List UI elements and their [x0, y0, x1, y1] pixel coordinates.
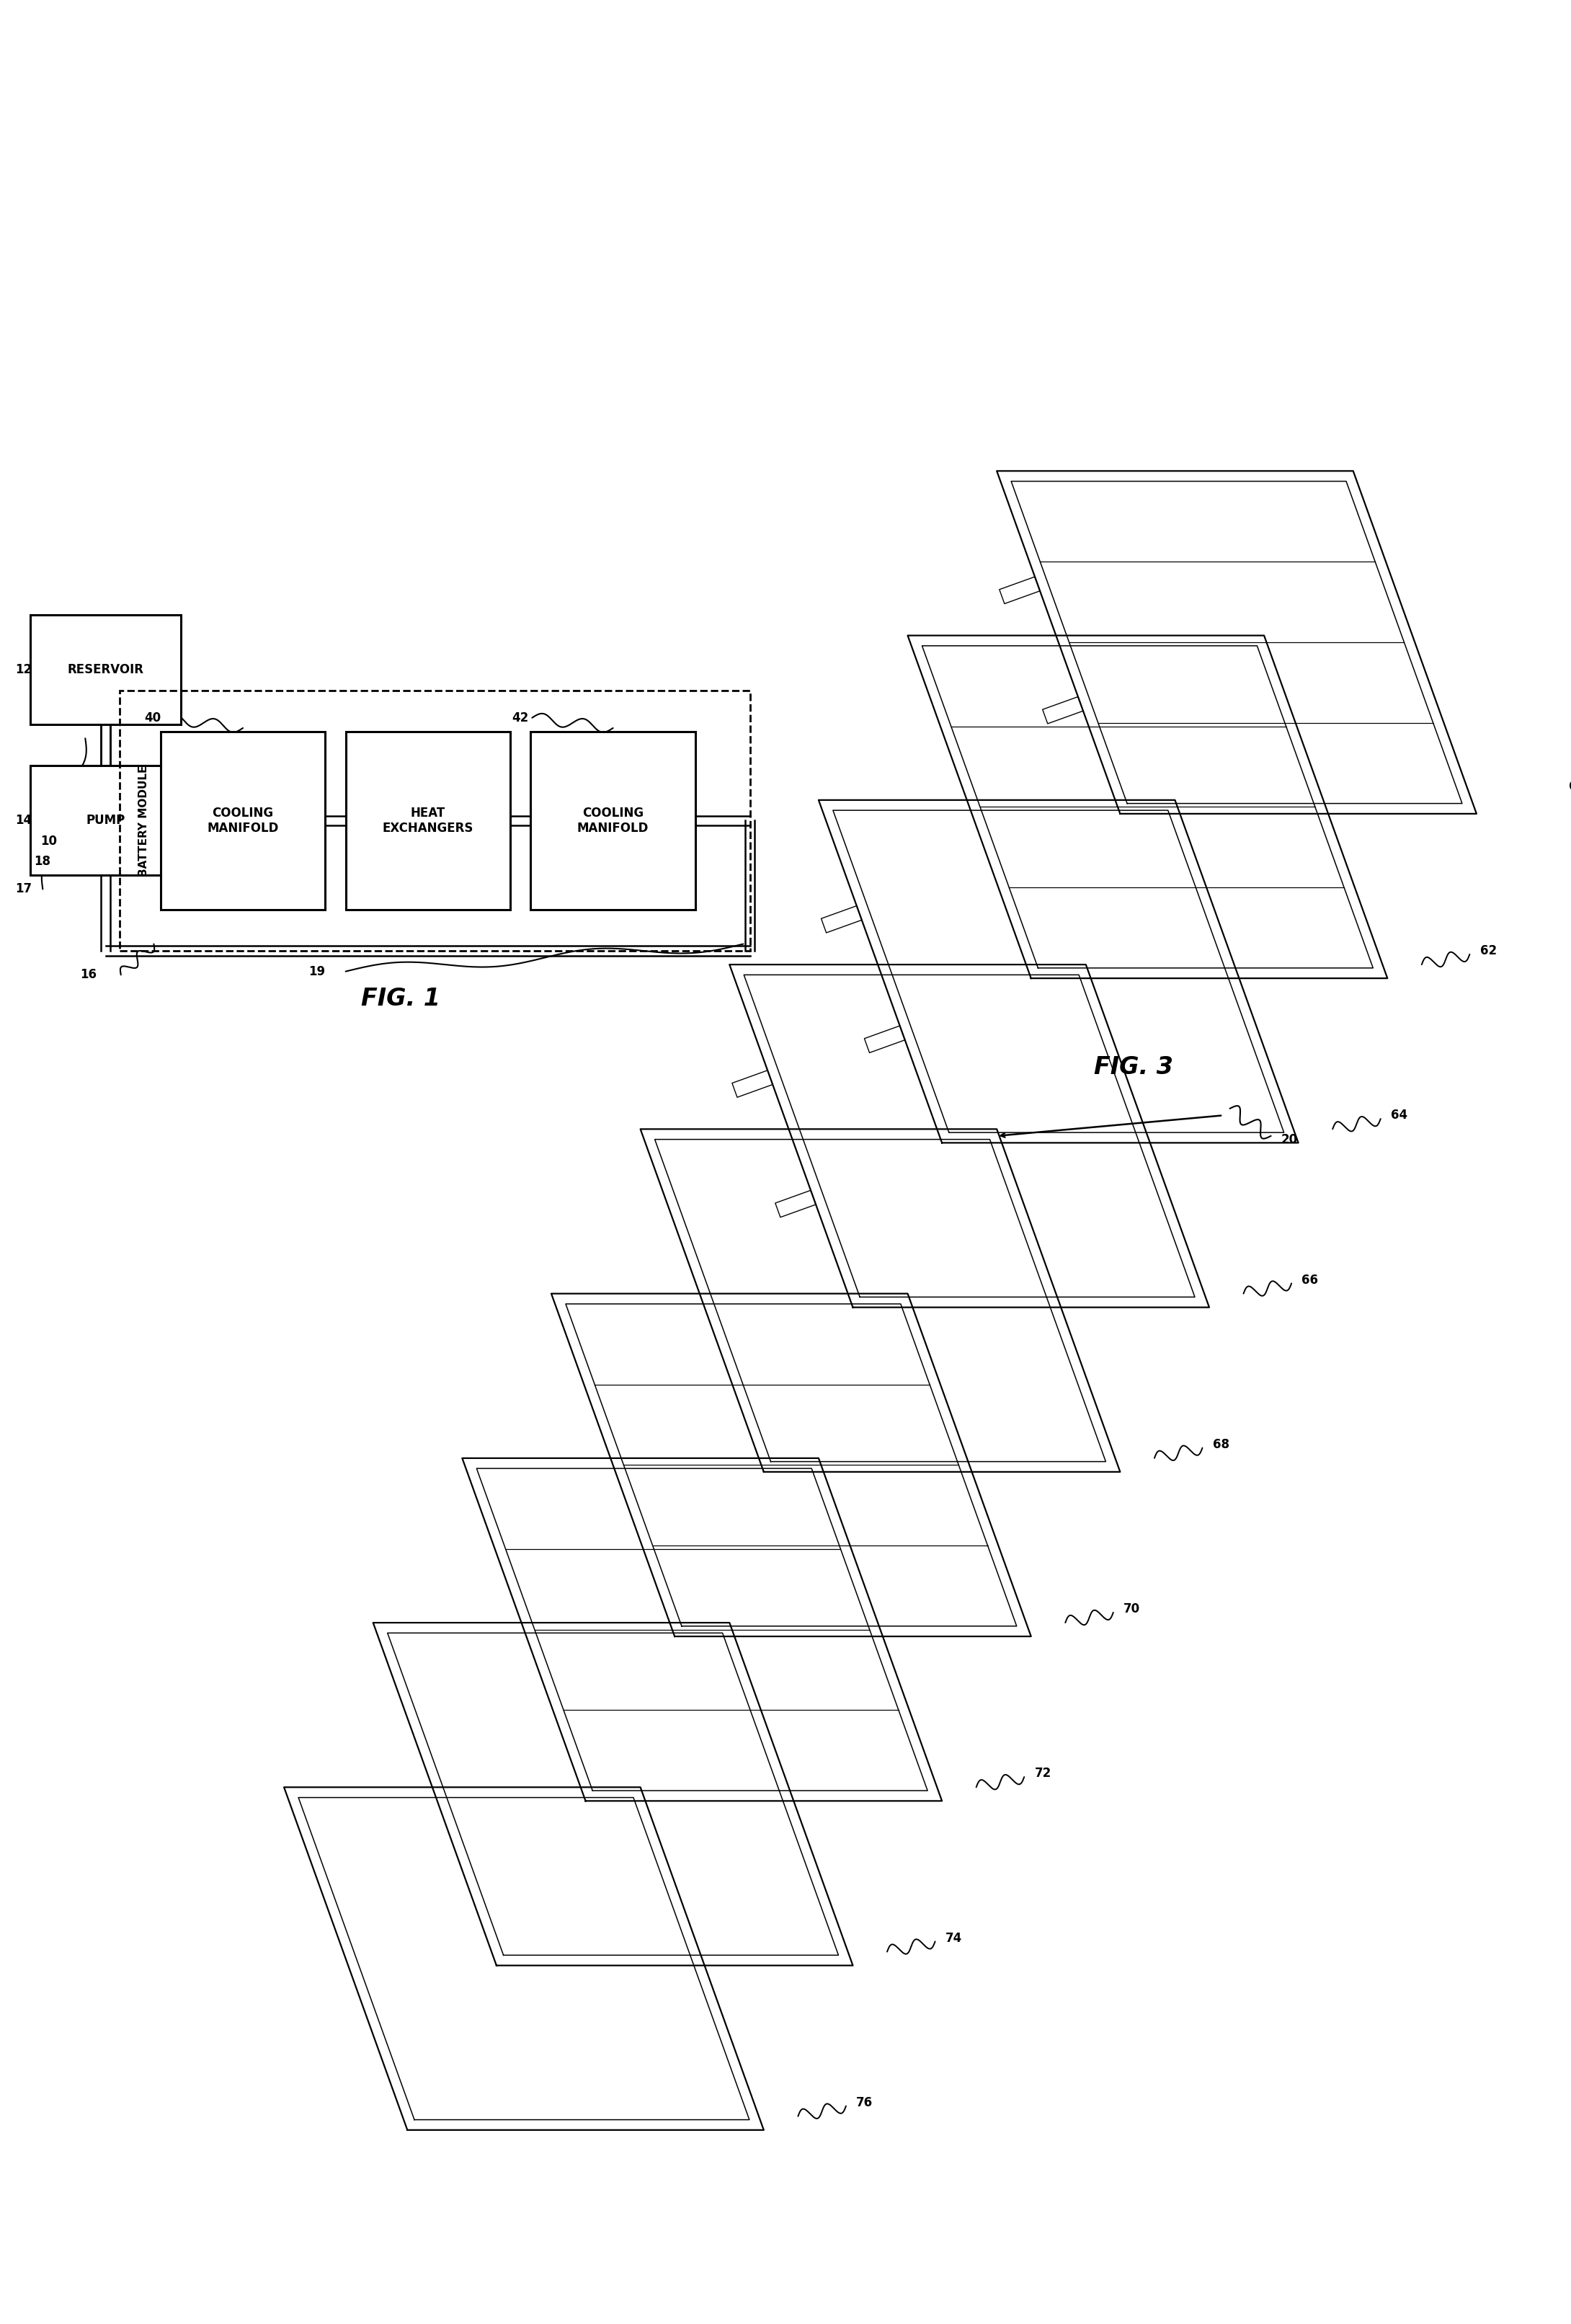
- Text: 42: 42: [512, 711, 529, 725]
- Bar: [346, 732, 511, 909]
- Text: 70: 70: [1123, 1604, 1141, 1615]
- Text: 60: 60: [1569, 781, 1571, 792]
- Polygon shape: [551, 1294, 1031, 1636]
- Text: 68: 68: [1213, 1439, 1229, 1450]
- Text: 74: 74: [946, 1931, 961, 1945]
- Polygon shape: [462, 1457, 943, 1801]
- Text: 66: 66: [1302, 1274, 1318, 1287]
- Text: COOLING
MANIFOLD: COOLING MANIFOLD: [207, 806, 278, 834]
- Text: 76: 76: [856, 2096, 873, 2110]
- Text: RESERVOIR: RESERVOIR: [68, 662, 145, 676]
- Bar: [30, 765, 181, 876]
- Text: 12: 12: [16, 662, 31, 676]
- Text: PUMP: PUMP: [86, 813, 126, 827]
- Bar: [30, 616, 181, 725]
- Text: FIG. 3: FIG. 3: [1095, 1055, 1174, 1078]
- Polygon shape: [729, 964, 1210, 1308]
- Text: 20: 20: [1282, 1132, 1298, 1146]
- Text: 10: 10: [41, 834, 57, 848]
- Text: BATTERY MODULE: BATTERY MODULE: [138, 765, 149, 876]
- Polygon shape: [818, 799, 1298, 1143]
- Polygon shape: [284, 1787, 764, 2131]
- Text: 62: 62: [1480, 944, 1497, 957]
- Text: 72: 72: [1034, 1766, 1051, 1780]
- Text: COOLING
MANIFOLD: COOLING MANIFOLD: [577, 806, 649, 834]
- Text: 16: 16: [80, 969, 97, 981]
- Bar: [119, 690, 749, 951]
- Text: 19: 19: [308, 964, 325, 978]
- Polygon shape: [996, 472, 1477, 813]
- Text: HEAT
EXCHANGERS: HEAT EXCHANGERS: [382, 806, 473, 834]
- Polygon shape: [372, 1622, 853, 1966]
- Polygon shape: [908, 634, 1387, 978]
- Text: 14: 14: [16, 813, 31, 827]
- Text: 64: 64: [1390, 1109, 1408, 1122]
- Text: 40: 40: [145, 711, 160, 725]
- Polygon shape: [641, 1129, 1120, 1471]
- Bar: [531, 732, 696, 909]
- Text: 18: 18: [35, 855, 50, 869]
- Text: FIG. 1: FIG. 1: [361, 988, 440, 1011]
- Text: 17: 17: [16, 883, 31, 895]
- Bar: [160, 732, 325, 909]
